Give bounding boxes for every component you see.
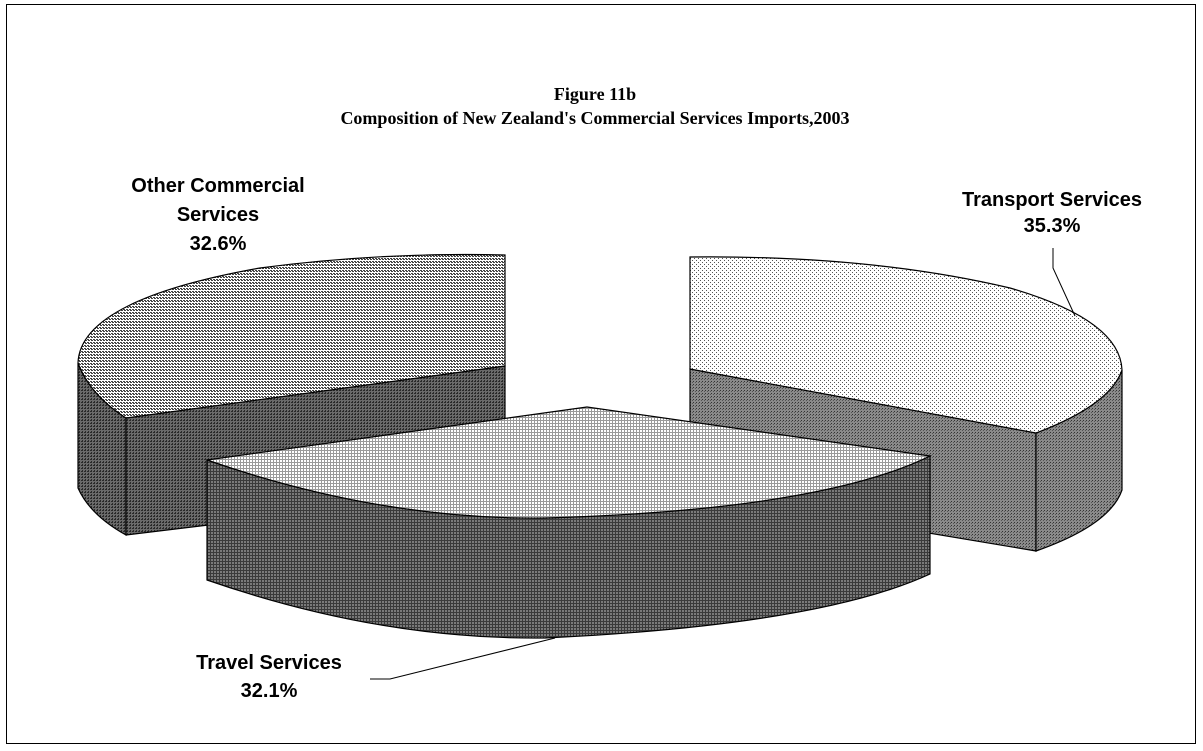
leader-line-transport [1052, 248, 1076, 317]
slice-travel [206, 406, 933, 639]
leader-line-travel [370, 637, 556, 680]
chart-subtitle: Composition of New Zealand's Commercial … [340, 108, 850, 128]
label-travel-value: 32.1% [241, 680, 298, 702]
label-travel-name: Travel Services [196, 652, 342, 674]
slice-transport-top [689, 256, 1123, 434]
label-other-name-1: Other Commercial [131, 175, 304, 197]
slice-travel-top [206, 406, 933, 519]
label-other-value: 32.6% [190, 233, 247, 255]
label-transport-name: Transport Services [962, 189, 1142, 211]
slice-other-commercial-top [77, 253, 506, 419]
label-other-name-2: Services [177, 204, 259, 226]
label-transport-value: 35.3% [1024, 215, 1081, 237]
chart-title: Figure 11b [553, 84, 637, 104]
